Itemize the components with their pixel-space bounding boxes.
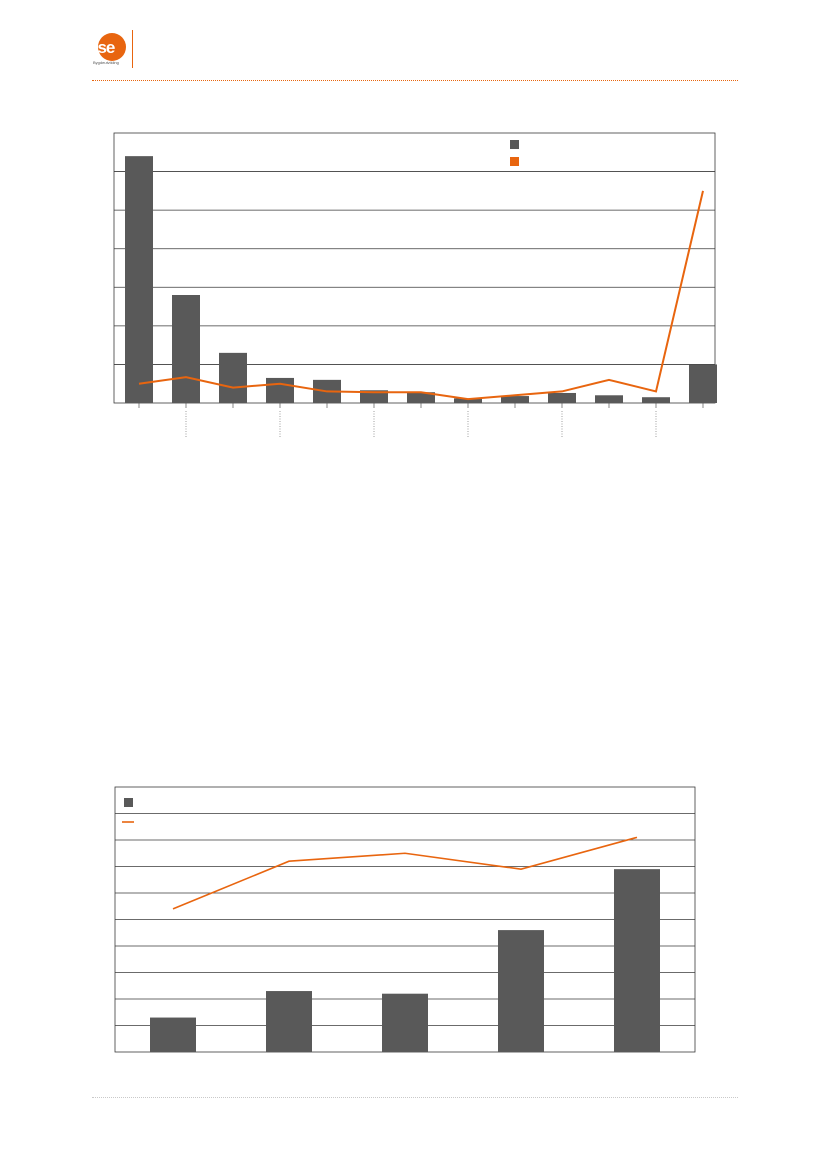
chart-1-bar xyxy=(548,392,576,403)
chart-1-bar xyxy=(595,395,623,403)
chart-1-bar xyxy=(501,396,529,403)
chart-2 xyxy=(114,786,696,1053)
chart-1-legend-bar-swatch xyxy=(510,140,519,149)
logo-subtext: Bygdeutvikling xyxy=(93,60,119,65)
logo-circle xyxy=(98,33,126,61)
chart-2-bar xyxy=(382,993,428,1052)
chart-1-bar xyxy=(454,398,482,403)
chart-1-bar xyxy=(172,295,200,403)
chart-2-legend-bar-swatch xyxy=(124,798,133,807)
header-rule xyxy=(92,80,738,81)
chart-1-frame xyxy=(113,132,716,404)
page-header: ase Bygdeutvikling xyxy=(0,0,827,90)
chart-1-legend-line-swatch xyxy=(510,157,519,166)
chart-1-bar xyxy=(642,397,670,403)
chart-1-bar xyxy=(360,390,388,403)
footer-rule xyxy=(92,1097,738,1098)
chart-1-bar xyxy=(125,156,153,403)
chart-2-line-series xyxy=(172,836,638,910)
chart-2-bar xyxy=(266,991,312,1052)
header-divider xyxy=(132,30,133,68)
chart-1-bar xyxy=(219,352,247,403)
ase-logo: ase Bygdeutvikling xyxy=(84,33,126,69)
chart-1-line-series xyxy=(138,190,704,401)
chart-1-bar xyxy=(407,392,435,403)
logo-text: ase xyxy=(89,38,115,57)
chart-1-bar xyxy=(266,377,294,403)
chart-1 xyxy=(113,132,717,437)
chart-2-bar xyxy=(150,1017,196,1052)
chart-1-bar xyxy=(689,364,717,403)
chart-2-bar xyxy=(614,869,660,1052)
chart-2-bar xyxy=(498,930,544,1052)
